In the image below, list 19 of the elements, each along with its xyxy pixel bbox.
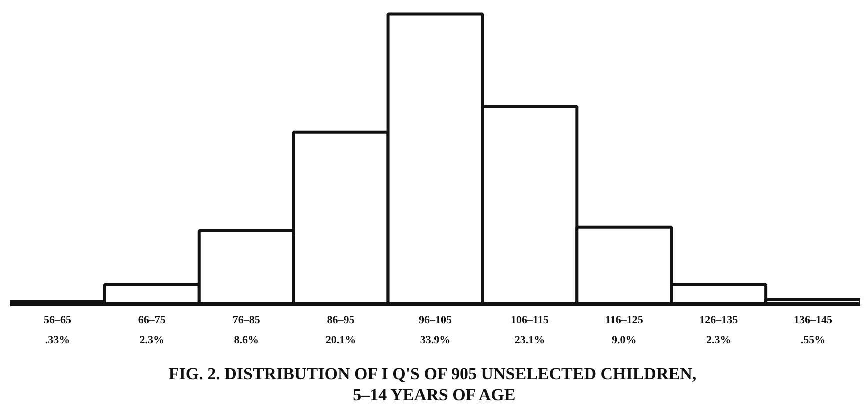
x-tick-label: 66–75 [138,314,166,326]
data-label: .33% [45,334,70,346]
data-label: 8.6% [234,334,259,346]
text: FIG. 2. DISTRIBUTION OF I Q'S OF 905 UNSELECTED CHILDREN, 5–14 YEARS OF AGE [168,364,697,404]
x-tick-label: 76–85 [232,314,261,326]
x-tick-label: 126–135 [700,314,739,326]
data-label: 20.1% [326,334,356,346]
x-tick-label: 116–125 [605,314,644,326]
x-tick-label: 136–145 [794,314,834,326]
data-label: 33.9% [420,334,451,346]
data-label: 2.3% [140,334,165,346]
data-label: .55% [800,334,826,346]
data-label: 2.3% [706,334,732,346]
x-tick-label: 96–105 [419,314,452,326]
x-tick-label: 106–115 [511,314,550,326]
data-label: 9.0% [612,334,637,346]
data-label: 23.1% [514,334,546,346]
x-tick-label: 86–95 [327,314,356,326]
x-tick-label: 56–65 [44,314,72,326]
